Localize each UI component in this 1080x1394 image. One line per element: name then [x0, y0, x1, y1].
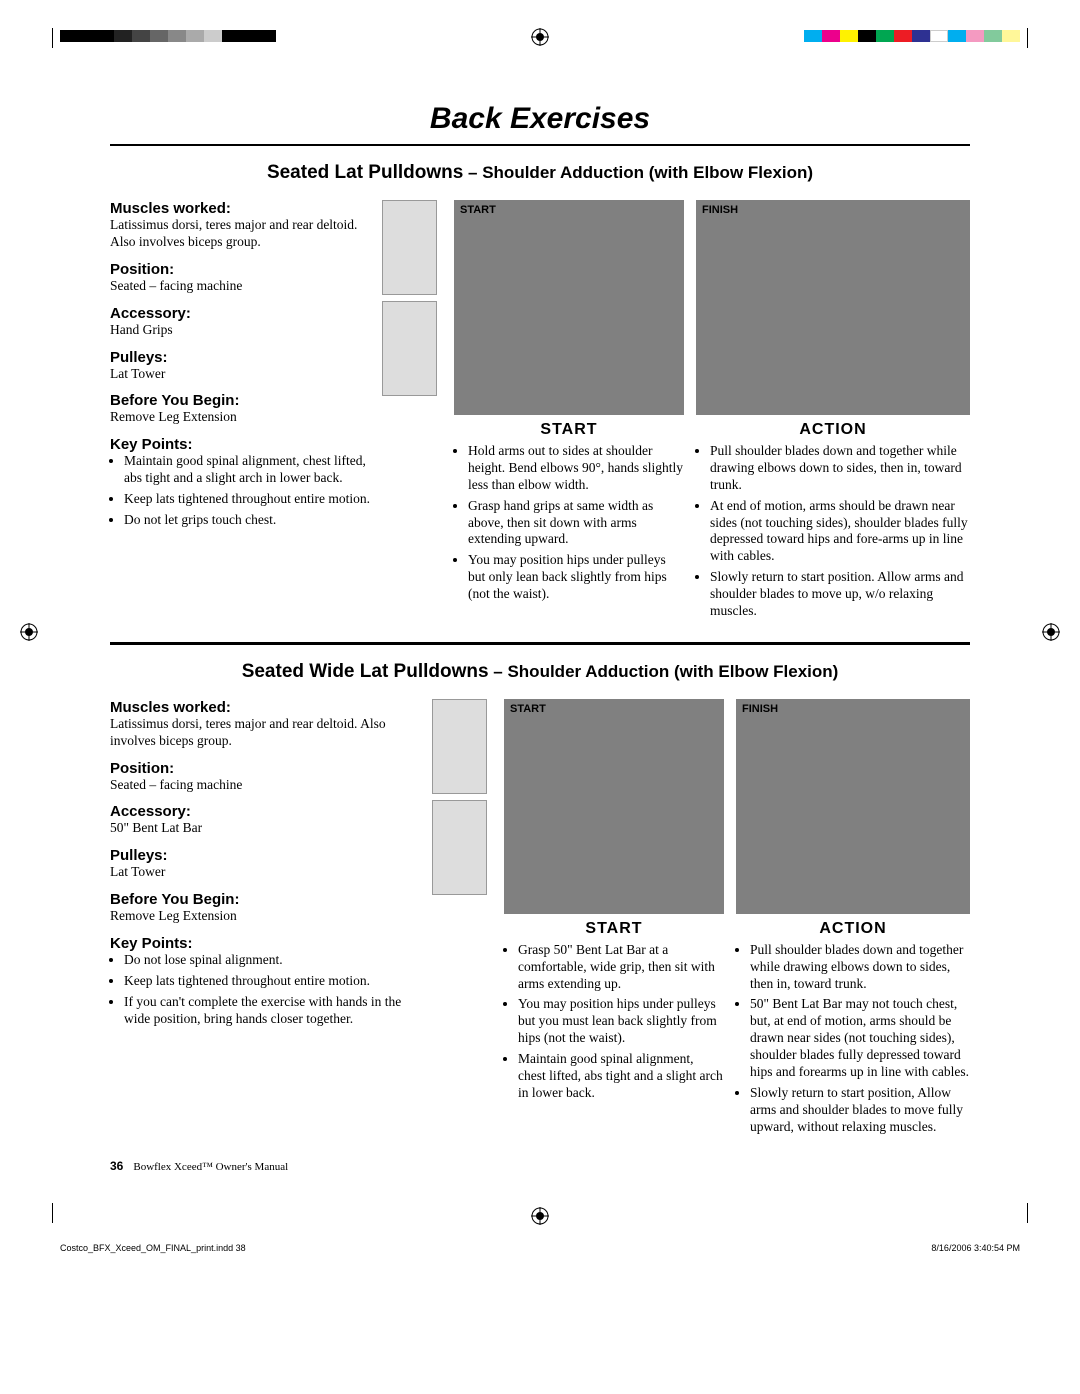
- print-metadata: Costco_BFX_Xceed_OM_FINAL_print.indd 38 …: [0, 1233, 1080, 1273]
- list-item: You may position hips under pulleys but …: [468, 552, 684, 603]
- start-heading: START: [504, 920, 724, 938]
- before-label: Before You Begin:: [110, 392, 370, 409]
- exercise-name: Seated Lat Pulldowns: [267, 162, 463, 183]
- muscles-label: Muscles worked:: [110, 699, 420, 716]
- crop-mark: [1027, 1203, 1028, 1223]
- start-heading: START: [454, 421, 684, 439]
- action-list: Pull shoulder blades down and together w…: [696, 443, 970, 620]
- start-list: Grasp 50" Bent Lat Bar at a comfortable,…: [504, 942, 724, 1102]
- list-item: You may position hips under pulleys but …: [518, 996, 724, 1047]
- keypoints-list: Do not lose spinal alignment. Keep lats t…: [110, 952, 420, 1028]
- anatomy-diagram: [382, 200, 437, 295]
- registration-mark-icon: [531, 1207, 549, 1230]
- accessory-label: Accessory:: [110, 803, 420, 820]
- pulleys-text: Lat Tower: [110, 366, 370, 383]
- list-item: 50" Bent Lat Bar may not touch chest, bu…: [750, 996, 970, 1080]
- exercise-divider: [110, 642, 970, 645]
- exercise-1-title: Seated Lat Pulldowns – Shoulder Adductio…: [110, 162, 970, 184]
- exercise-2-block: Muscles worked: Latissimus dorsi, teres …: [110, 699, 970, 1140]
- start-figure-label: START: [460, 204, 496, 216]
- accessory-text: Hand Grips: [110, 322, 370, 339]
- list-item: Do not lose spinal alignment.: [124, 952, 420, 969]
- list-item: Grasp hand grips at same width as above,…: [468, 498, 684, 549]
- action-heading: ACTION: [696, 421, 970, 439]
- finish-figure-label: FINISH: [742, 703, 778, 715]
- exercise-2-title: Seated Wide Lat Pulldowns – Shoulder Add…: [110, 661, 970, 683]
- muscles-label: Muscles worked:: [110, 200, 370, 217]
- action-column: FINISH ACTION Pull shoulder blades down …: [696, 200, 970, 624]
- exercise-1-block: Muscles worked: Latissimus dorsi, teres …: [110, 200, 970, 624]
- exercise-subtitle: – Shoulder Adduction (with Elbow Flexion…: [489, 662, 839, 681]
- before-text: Remove Leg Extension: [110, 409, 370, 426]
- finish-figure: FINISH: [696, 200, 970, 415]
- anatomy-figures: [432, 699, 492, 1140]
- pulleys-label: Pulleys:: [110, 349, 370, 366]
- keypoints-list: Maintain good spinal alignment, chest li…: [110, 453, 370, 529]
- list-item: Grasp 50" Bent Lat Bar at a comfortable,…: [518, 942, 724, 993]
- grayscale-bar: [60, 30, 276, 42]
- muscles-text: Latissimus dorsi, teres major and rear d…: [110, 716, 420, 750]
- page-title: Back Exercises: [110, 102, 970, 136]
- action-column: FINISH ACTION Pull shoulder blades down …: [736, 699, 970, 1140]
- start-figure: START: [454, 200, 684, 415]
- list-item: Slowly return to start position, Allow a…: [750, 1085, 970, 1136]
- list-item: Slowly return to start position. Allow a…: [710, 569, 970, 620]
- action-heading: ACTION: [736, 920, 970, 938]
- position-label: Position:: [110, 261, 370, 278]
- accessory-label: Accessory:: [110, 305, 370, 322]
- anatomy-diagram: [432, 699, 487, 794]
- list-item: Pull shoulder blades down and together w…: [750, 942, 970, 993]
- anatomy-diagram: [432, 800, 487, 895]
- title-rule: [110, 144, 970, 146]
- start-figure: START: [504, 699, 724, 914]
- start-column: START START Hold arms out to sides at sh…: [454, 200, 684, 624]
- muscles-text: Latissimus dorsi, teres major and rear d…: [110, 217, 370, 251]
- list-item: At end of motion, arms should be drawn n…: [710, 498, 970, 566]
- position-text: Seated – facing machine: [110, 777, 420, 794]
- list-item: Do not let grips touch chest.: [124, 512, 370, 529]
- list-item: Maintain good spinal alignment, chest li…: [518, 1051, 724, 1102]
- registration-mark-icon: [20, 623, 38, 646]
- list-item: Maintain good spinal alignment, chest li…: [124, 453, 370, 487]
- list-item: Keep lats tightened throughout entire mo…: [124, 973, 420, 990]
- before-label: Before You Begin:: [110, 891, 420, 908]
- before-text: Remove Leg Extension: [110, 908, 420, 925]
- start-figure-label: START: [510, 703, 546, 715]
- exercise-2-info: Muscles worked: Latissimus dorsi, teres …: [110, 699, 420, 1140]
- color-bar: [804, 30, 1020, 42]
- action-list: Pull shoulder blades down and together w…: [736, 942, 970, 1136]
- start-column: START START Grasp 50" Bent Lat Bar at a …: [504, 699, 724, 1140]
- pulleys-text: Lat Tower: [110, 864, 420, 881]
- anatomy-diagram: [382, 301, 437, 396]
- list-item: Keep lats tightened throughout entire mo…: [124, 491, 370, 508]
- accessory-text: 50" Bent Lat Bar: [110, 820, 420, 837]
- pulleys-label: Pulleys:: [110, 847, 420, 864]
- printer-marks-top: [0, 0, 1080, 42]
- page-number: 36: [110, 1159, 123, 1173]
- list-item: Hold arms out to sides at shoulder heigh…: [468, 443, 684, 494]
- exercise-subtitle: – Shoulder Adduction (with Elbow Flexion…: [463, 163, 813, 182]
- keypoints-label: Key Points:: [110, 935, 420, 952]
- manual-name: Bowflex Xceed™ Owner's Manual: [133, 1161, 288, 1173]
- crop-mark: [52, 1203, 53, 1223]
- list-item: Pull shoulder blades down and together w…: [710, 443, 970, 494]
- finish-figure: FINISH: [736, 699, 970, 914]
- start-list: Hold arms out to sides at shoulder heigh…: [454, 443, 684, 603]
- anatomy-figures: [382, 200, 442, 624]
- finish-figure-label: FINISH: [702, 204, 738, 216]
- page-content: Back Exercises Seated Lat Pulldowns – Sh…: [0, 42, 1080, 1203]
- registration-mark-icon: [1042, 623, 1060, 646]
- page-footer: 36 Bowflex Xceed™ Owner's Manual: [110, 1159, 970, 1173]
- exercise-1-info: Muscles worked: Latissimus dorsi, teres …: [110, 200, 370, 624]
- exercise-name: Seated Wide Lat Pulldowns: [242, 661, 489, 682]
- print-timestamp: 8/16/2006 3:40:54 PM: [931, 1243, 1020, 1253]
- printer-marks-bottom: [0, 1203, 1080, 1233]
- position-label: Position:: [110, 760, 420, 777]
- list-item: If you can't complete the exercise with …: [124, 994, 420, 1028]
- keypoints-label: Key Points:: [110, 436, 370, 453]
- position-text: Seated – facing machine: [110, 278, 370, 295]
- print-filename: Costco_BFX_Xceed_OM_FINAL_print.indd 38: [60, 1243, 246, 1253]
